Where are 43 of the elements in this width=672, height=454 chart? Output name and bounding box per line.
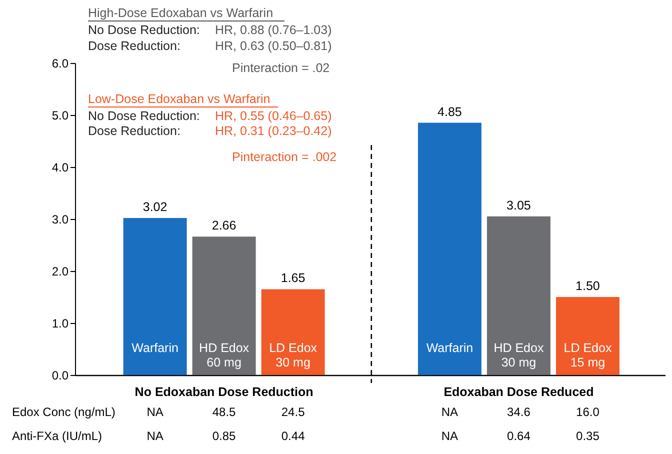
annotation: Pinteraction = .02 [232, 61, 330, 75]
x-tick-label: LD Edox 30 mg [269, 341, 318, 370]
text: Dose Reduction: HR, 0.63 (0.50–0.81) [88, 39, 332, 53]
y-tick-label: 5.0 [52, 108, 69, 122]
y-tick-label: 0.0 [52, 368, 69, 382]
text: No Edoxaban Dose Reduction [134, 385, 314, 399]
text: 48.5 [212, 405, 236, 419]
text: NA [146, 429, 164, 443]
text: No Dose Reduction: HR, 0.55 (0.46–0.65) [88, 109, 332, 123]
y-tick-label: 1.0 [52, 316, 69, 330]
x-tick-label: HD Edox 60 mg [199, 341, 250, 370]
y-tick-label: 2.0 [52, 264, 69, 278]
text: 16.0 [576, 405, 600, 419]
y-tick-label: 6.0 [52, 56, 69, 70]
x-tick-label: HD Edox 30 mg [494, 341, 544, 370]
text: NA [441, 405, 458, 419]
text: Edoxaban Dose Reduced [444, 385, 594, 399]
text: Anti-FXa (IU/mL) [12, 429, 102, 443]
text: NA [441, 429, 458, 443]
data-label: 1.50 [576, 279, 600, 293]
annotation: Low-Dose Edoxaban vs Warfarin [88, 92, 270, 106]
x-tick-label: Warfarin [132, 341, 178, 355]
text: 34.6 [507, 405, 531, 419]
text: No Dose Reduction: HR, 0.88 (0.76–1.03) [88, 23, 332, 37]
text: Edox Conc (ng/mL) [12, 405, 116, 419]
text: 0.85 [212, 429, 236, 443]
text: 24.5 [281, 405, 306, 419]
y-tick-label: 4.0 [52, 160, 69, 174]
y-tick-label: 3.0 [52, 212, 69, 226]
text: Dose Reduction: HR, 0.31 (0.23–0.42) [88, 124, 332, 138]
text: NA [146, 405, 164, 419]
x-tick-label: LD Edox 15 mg [564, 341, 612, 370]
data-label: 3.02 [142, 200, 168, 214]
data-label: 3.05 [506, 198, 531, 212]
annotation: Pinteraction = .002 [232, 150, 337, 164]
data-label: 4.85 [438, 104, 462, 119]
data-label: 2.66 [212, 218, 236, 233]
text: 0.64 [507, 429, 531, 443]
text: 0.35 [576, 429, 600, 443]
text: High-Dose Edoxaban vs Warfarin [88, 6, 274, 20]
text: 0.44 [281, 429, 306, 443]
x-tick-label: Warfarin [426, 341, 474, 355]
data-label: 1.65 [280, 271, 306, 286]
